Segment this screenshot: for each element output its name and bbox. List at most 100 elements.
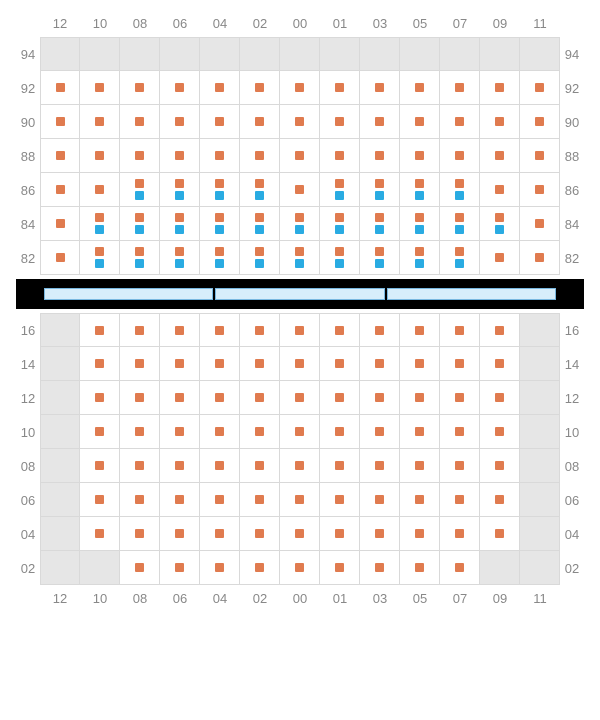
seat-cell[interactable]	[360, 139, 400, 173]
seat-cell[interactable]	[240, 551, 280, 585]
seat-cell[interactable]	[160, 71, 200, 105]
seat-cell[interactable]	[280, 173, 320, 207]
seat-cell[interactable]	[160, 313, 200, 347]
seat-cell[interactable]	[280, 139, 320, 173]
seat-cell[interactable]	[280, 517, 320, 551]
seat-cell[interactable]	[240, 173, 280, 207]
seat-cell[interactable]	[160, 483, 200, 517]
seat-cell[interactable]	[120, 241, 160, 275]
seat-cell[interactable]	[240, 313, 280, 347]
seat-cell[interactable]	[480, 207, 520, 241]
seat-cell[interactable]	[360, 71, 400, 105]
seat-cell[interactable]	[160, 207, 200, 241]
seat-cell[interactable]	[360, 483, 400, 517]
seat-cell[interactable]	[360, 207, 400, 241]
seat-cell[interactable]	[200, 483, 240, 517]
seat-cell[interactable]	[80, 173, 120, 207]
seat-cell[interactable]	[120, 517, 160, 551]
seat-cell[interactable]	[40, 173, 80, 207]
seat-cell[interactable]	[360, 381, 400, 415]
seat-cell[interactable]	[240, 139, 280, 173]
seat-cell[interactable]	[320, 415, 360, 449]
seat-cell[interactable]	[400, 347, 440, 381]
seat-cell[interactable]	[280, 207, 320, 241]
seat-cell[interactable]	[160, 173, 200, 207]
seat-cell[interactable]	[80, 105, 120, 139]
seat-cell[interactable]	[320, 313, 360, 347]
seat-cell[interactable]	[440, 381, 480, 415]
seat-cell[interactable]	[320, 207, 360, 241]
seat-cell[interactable]	[480, 381, 520, 415]
seat-cell[interactable]	[320, 139, 360, 173]
seat-cell[interactable]	[200, 551, 240, 585]
seat-cell[interactable]	[400, 139, 440, 173]
seat-cell[interactable]	[440, 105, 480, 139]
seat-cell[interactable]	[520, 241, 560, 275]
seat-cell[interactable]	[80, 381, 120, 415]
seat-cell[interactable]	[440, 449, 480, 483]
seat-cell[interactable]	[320, 105, 360, 139]
seat-cell[interactable]	[280, 241, 320, 275]
seat-cell[interactable]	[440, 173, 480, 207]
seat-cell[interactable]	[200, 313, 240, 347]
seat-cell[interactable]	[480, 449, 520, 483]
seat-cell[interactable]	[120, 207, 160, 241]
seat-cell[interactable]	[440, 517, 480, 551]
seat-cell[interactable]	[160, 517, 200, 551]
seat-cell[interactable]	[480, 173, 520, 207]
seat-cell[interactable]	[120, 139, 160, 173]
seat-cell[interactable]	[80, 483, 120, 517]
seat-cell[interactable]	[440, 483, 480, 517]
seat-cell[interactable]	[200, 173, 240, 207]
seat-cell[interactable]	[80, 449, 120, 483]
seat-cell[interactable]	[280, 71, 320, 105]
seat-cell[interactable]	[360, 449, 400, 483]
seat-cell[interactable]	[360, 347, 400, 381]
seat-cell[interactable]	[320, 483, 360, 517]
seat-cell[interactable]	[400, 415, 440, 449]
seat-cell[interactable]	[400, 105, 440, 139]
seat-cell[interactable]	[400, 551, 440, 585]
seat-cell[interactable]	[320, 517, 360, 551]
seat-cell[interactable]	[80, 415, 120, 449]
seat-cell[interactable]	[120, 381, 160, 415]
seat-cell[interactable]	[280, 313, 320, 347]
seat-cell[interactable]	[80, 71, 120, 105]
seat-cell[interactable]	[40, 105, 80, 139]
seat-cell[interactable]	[200, 71, 240, 105]
seat-cell[interactable]	[360, 415, 400, 449]
seat-cell[interactable]	[280, 449, 320, 483]
seat-cell[interactable]	[40, 71, 80, 105]
seat-cell[interactable]	[280, 551, 320, 585]
seat-cell[interactable]	[440, 241, 480, 275]
seat-cell[interactable]	[120, 313, 160, 347]
seat-cell[interactable]	[400, 241, 440, 275]
seat-cell[interactable]	[280, 415, 320, 449]
seat-cell[interactable]	[200, 207, 240, 241]
seat-cell[interactable]	[320, 381, 360, 415]
seat-cell[interactable]	[120, 173, 160, 207]
seat-cell[interactable]	[400, 313, 440, 347]
seat-cell[interactable]	[160, 139, 200, 173]
seat-cell[interactable]	[240, 415, 280, 449]
seat-cell[interactable]	[520, 207, 560, 241]
seat-cell[interactable]	[400, 483, 440, 517]
seat-cell[interactable]	[200, 241, 240, 275]
seat-cell[interactable]	[240, 483, 280, 517]
seat-cell[interactable]	[120, 449, 160, 483]
seat-cell[interactable]	[520, 173, 560, 207]
seat-cell[interactable]	[160, 551, 200, 585]
seat-cell[interactable]	[280, 347, 320, 381]
seat-cell[interactable]	[80, 347, 120, 381]
seat-cell[interactable]	[360, 173, 400, 207]
seat-cell[interactable]	[120, 483, 160, 517]
seat-cell[interactable]	[200, 381, 240, 415]
seat-cell[interactable]	[160, 449, 200, 483]
seat-cell[interactable]	[40, 207, 80, 241]
seat-cell[interactable]	[520, 105, 560, 139]
seat-cell[interactable]	[440, 71, 480, 105]
seat-cell[interactable]	[40, 241, 80, 275]
seat-cell[interactable]	[160, 415, 200, 449]
seat-cell[interactable]	[80, 517, 120, 551]
seat-cell[interactable]	[320, 173, 360, 207]
